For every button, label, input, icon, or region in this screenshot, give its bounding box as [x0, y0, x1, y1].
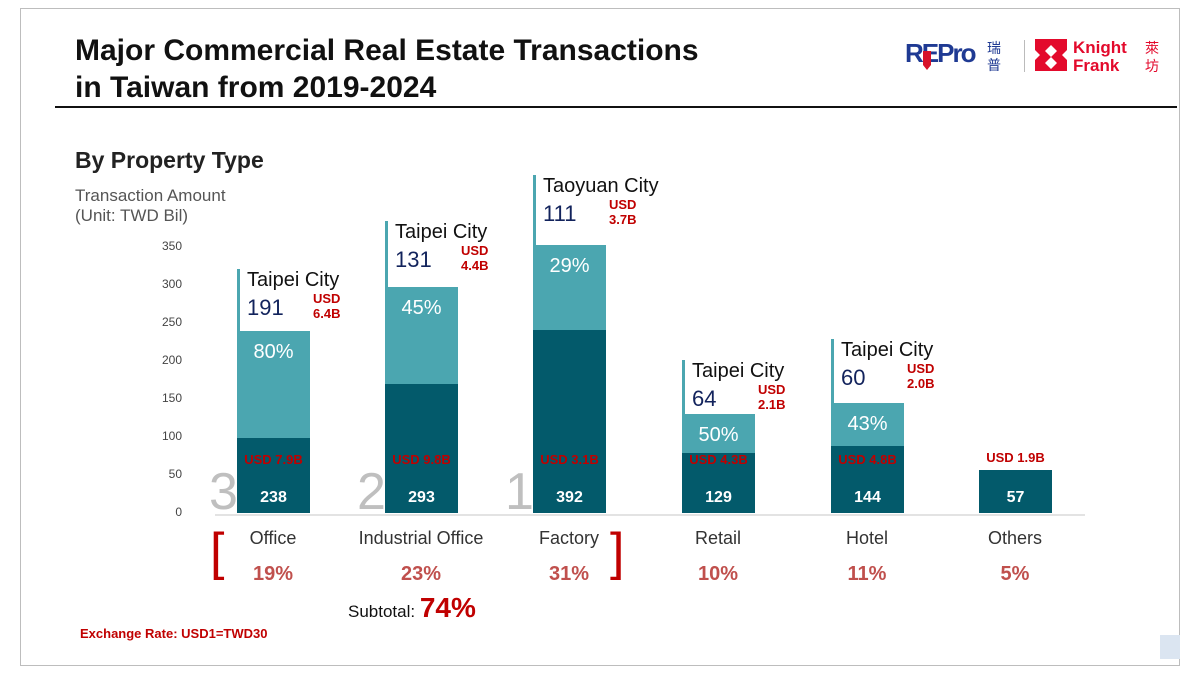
leader-line: [385, 221, 388, 288]
leader-line: [533, 175, 536, 246]
leader-line: [237, 268, 240, 331]
svg-text:坊: 坊: [1145, 58, 1159, 74]
category-label: Others: [987, 528, 1043, 548]
top-city-usd: USD 3.7B: [609, 197, 637, 228]
rank-number: 2: [357, 463, 386, 521]
bar-segment-total: [237, 437, 310, 513]
top-city-share: 80%: [253, 340, 294, 363]
share-label: 31%: [548, 563, 590, 585]
top-city-usd: USD 2.0B: [907, 360, 935, 391]
chart-title: By Property Type: [75, 147, 264, 173]
y-tick-label: 200: [161, 353, 182, 367]
top-city-name: Taipei City: [247, 268, 340, 291]
top-city-name: Taipei City: [692, 360, 785, 383]
total-value: 238: [260, 489, 287, 506]
subtotal: Subtotal: 74%: [348, 592, 476, 623]
top-city-value: 131: [395, 247, 432, 273]
bar-segment-total: [533, 329, 606, 513]
top-city-value: 111: [543, 201, 577, 227]
top-city-usd: USD 4.4B: [461, 243, 489, 274]
total-usd: USD 4.3B: [689, 452, 748, 467]
bar-segment-top-city: [237, 330, 310, 438]
bracket-right: ]: [610, 523, 625, 581]
slide-frame: [20, 8, 1180, 666]
category-label: Industrial Office: [358, 528, 484, 548]
y-tick-label: 100: [161, 429, 182, 443]
bar-segment-total: [682, 452, 755, 513]
y-tick-label: 250: [161, 315, 182, 329]
top-city-share: 43%: [847, 412, 888, 435]
top-city-share: 45%: [401, 297, 442, 320]
exchange-rate-note: Exchange Rate: USD1=TWD30: [80, 626, 268, 641]
rank-number: 3: [209, 463, 238, 521]
y-axis-label: Transaction Amount (Unit: TWD Bil): [75, 186, 226, 225]
svg-text:REPro: REPro: [905, 38, 976, 68]
top-city-value: 191: [247, 294, 284, 320]
top-city-usd: USD 2.1B: [758, 382, 786, 413]
leader-line: [831, 338, 834, 403]
category-label: Hotel: [845, 528, 889, 548]
svg-text:萊: 萊: [1145, 40, 1159, 56]
bar-segment-total: [385, 383, 458, 513]
bar-segment-top-city: [682, 414, 755, 453]
y-tick-label: 300: [161, 277, 182, 291]
total-usd: USD 7.9B: [244, 452, 303, 467]
bar-segment-top-city: [385, 287, 458, 384]
svg-text:瑞: 瑞: [987, 40, 1001, 56]
share-label: 11%: [847, 563, 887, 585]
category-label: Retail: [694, 528, 742, 548]
rank-number: 1: [505, 463, 534, 521]
total-usd: USD 1.9B: [986, 450, 1045, 465]
bar-segment-total: [979, 469, 1052, 513]
total-usd: USD 4.8B: [838, 452, 897, 467]
top-city-value: 60: [841, 364, 866, 390]
category-label: Office: [249, 528, 297, 548]
x-axis-line: [215, 514, 1085, 516]
total-value: 293: [408, 489, 435, 506]
top-city-name: Taoyuan City: [543, 175, 659, 198]
knight-frank-logo: Knight Frank 萊坊: [1035, 37, 1165, 80]
repro-logo: REPro 瑞普: [905, 37, 1010, 78]
total-usd: USD 9.8B: [392, 452, 451, 467]
top-city-share: 29%: [549, 255, 590, 278]
title-rule: [55, 106, 1177, 108]
y-tick-label: 150: [161, 391, 182, 405]
share-label: 5%: [1000, 563, 1030, 585]
total-usd: USD 3.1B: [540, 452, 599, 467]
svg-text:Frank: Frank: [1073, 56, 1120, 75]
bar-segment-total: [831, 446, 904, 513]
svg-text:普: 普: [987, 57, 1001, 73]
total-value: 392: [556, 489, 583, 506]
top-city-share: 50%: [698, 424, 739, 447]
y-tick-label: 0: [175, 505, 182, 519]
top-city-name: Taipei City: [841, 338, 934, 361]
bracket-left: [: [210, 523, 225, 581]
share-label: 19%: [252, 563, 294, 585]
y-tick-label: 350: [161, 239, 182, 253]
share-label: 10%: [697, 563, 739, 585]
corner-marker: [1160, 635, 1180, 659]
svg-text:Knight: Knight: [1073, 38, 1127, 57]
top-city-value: 64: [692, 386, 717, 412]
slide-title: Major Commercial Real Estate Transaction…: [75, 34, 699, 104]
share-label: 23%: [400, 563, 442, 585]
bar-segment-top-city: [533, 245, 606, 330]
category-label: Factory: [538, 528, 599, 548]
top-city-usd: USD 6.4B: [313, 290, 341, 321]
top-city-name: Taipei City: [395, 221, 488, 244]
total-value: 144: [854, 489, 881, 506]
logo-divider: [1024, 40, 1025, 72]
total-value: 129: [705, 489, 732, 506]
leader-line: [682, 360, 685, 415]
y-tick-label: 50: [168, 467, 182, 481]
bar-segment-top-city: [831, 402, 904, 447]
total-value: 57: [1006, 489, 1025, 506]
